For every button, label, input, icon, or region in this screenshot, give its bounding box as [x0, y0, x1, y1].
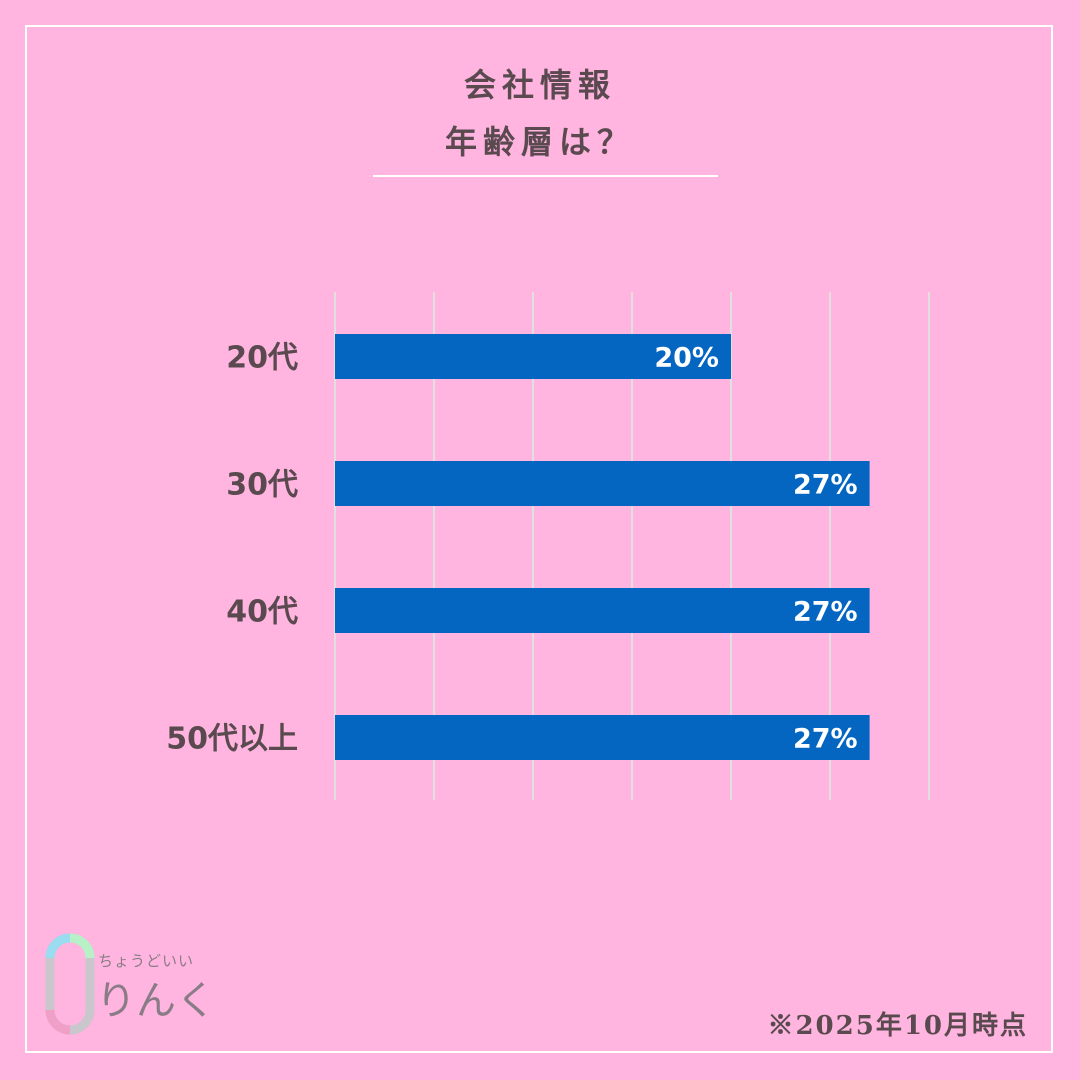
logo-subtext: ちょうどいい: [98, 952, 195, 970]
date-note: ※2025年10月時点: [767, 1011, 1028, 1041]
value-label: 20%: [654, 343, 719, 374]
value-label: 27%: [793, 470, 858, 501]
brand-logo: ちょうどいい りんく: [44, 928, 224, 1040]
value-label: 27%: [793, 597, 858, 628]
category-label: 30代: [226, 468, 298, 503]
bar: [335, 715, 870, 760]
bar: [335, 334, 731, 379]
logo-text: りんく: [96, 978, 216, 1024]
bar: [335, 461, 870, 506]
bar: [335, 588, 870, 633]
page-frame: [25, 25, 1053, 1053]
category-label: 20代: [226, 341, 298, 376]
logo-mark-icon: [45, 933, 95, 1035]
title-divider: [373, 175, 718, 177]
category-label: 40代: [226, 595, 298, 630]
page-title: 会社情報: [463, 66, 616, 104]
category-label: 50代以上: [166, 722, 298, 757]
value-label: 27%: [793, 724, 858, 755]
page-subtitle: 年齢層は？: [444, 123, 635, 161]
